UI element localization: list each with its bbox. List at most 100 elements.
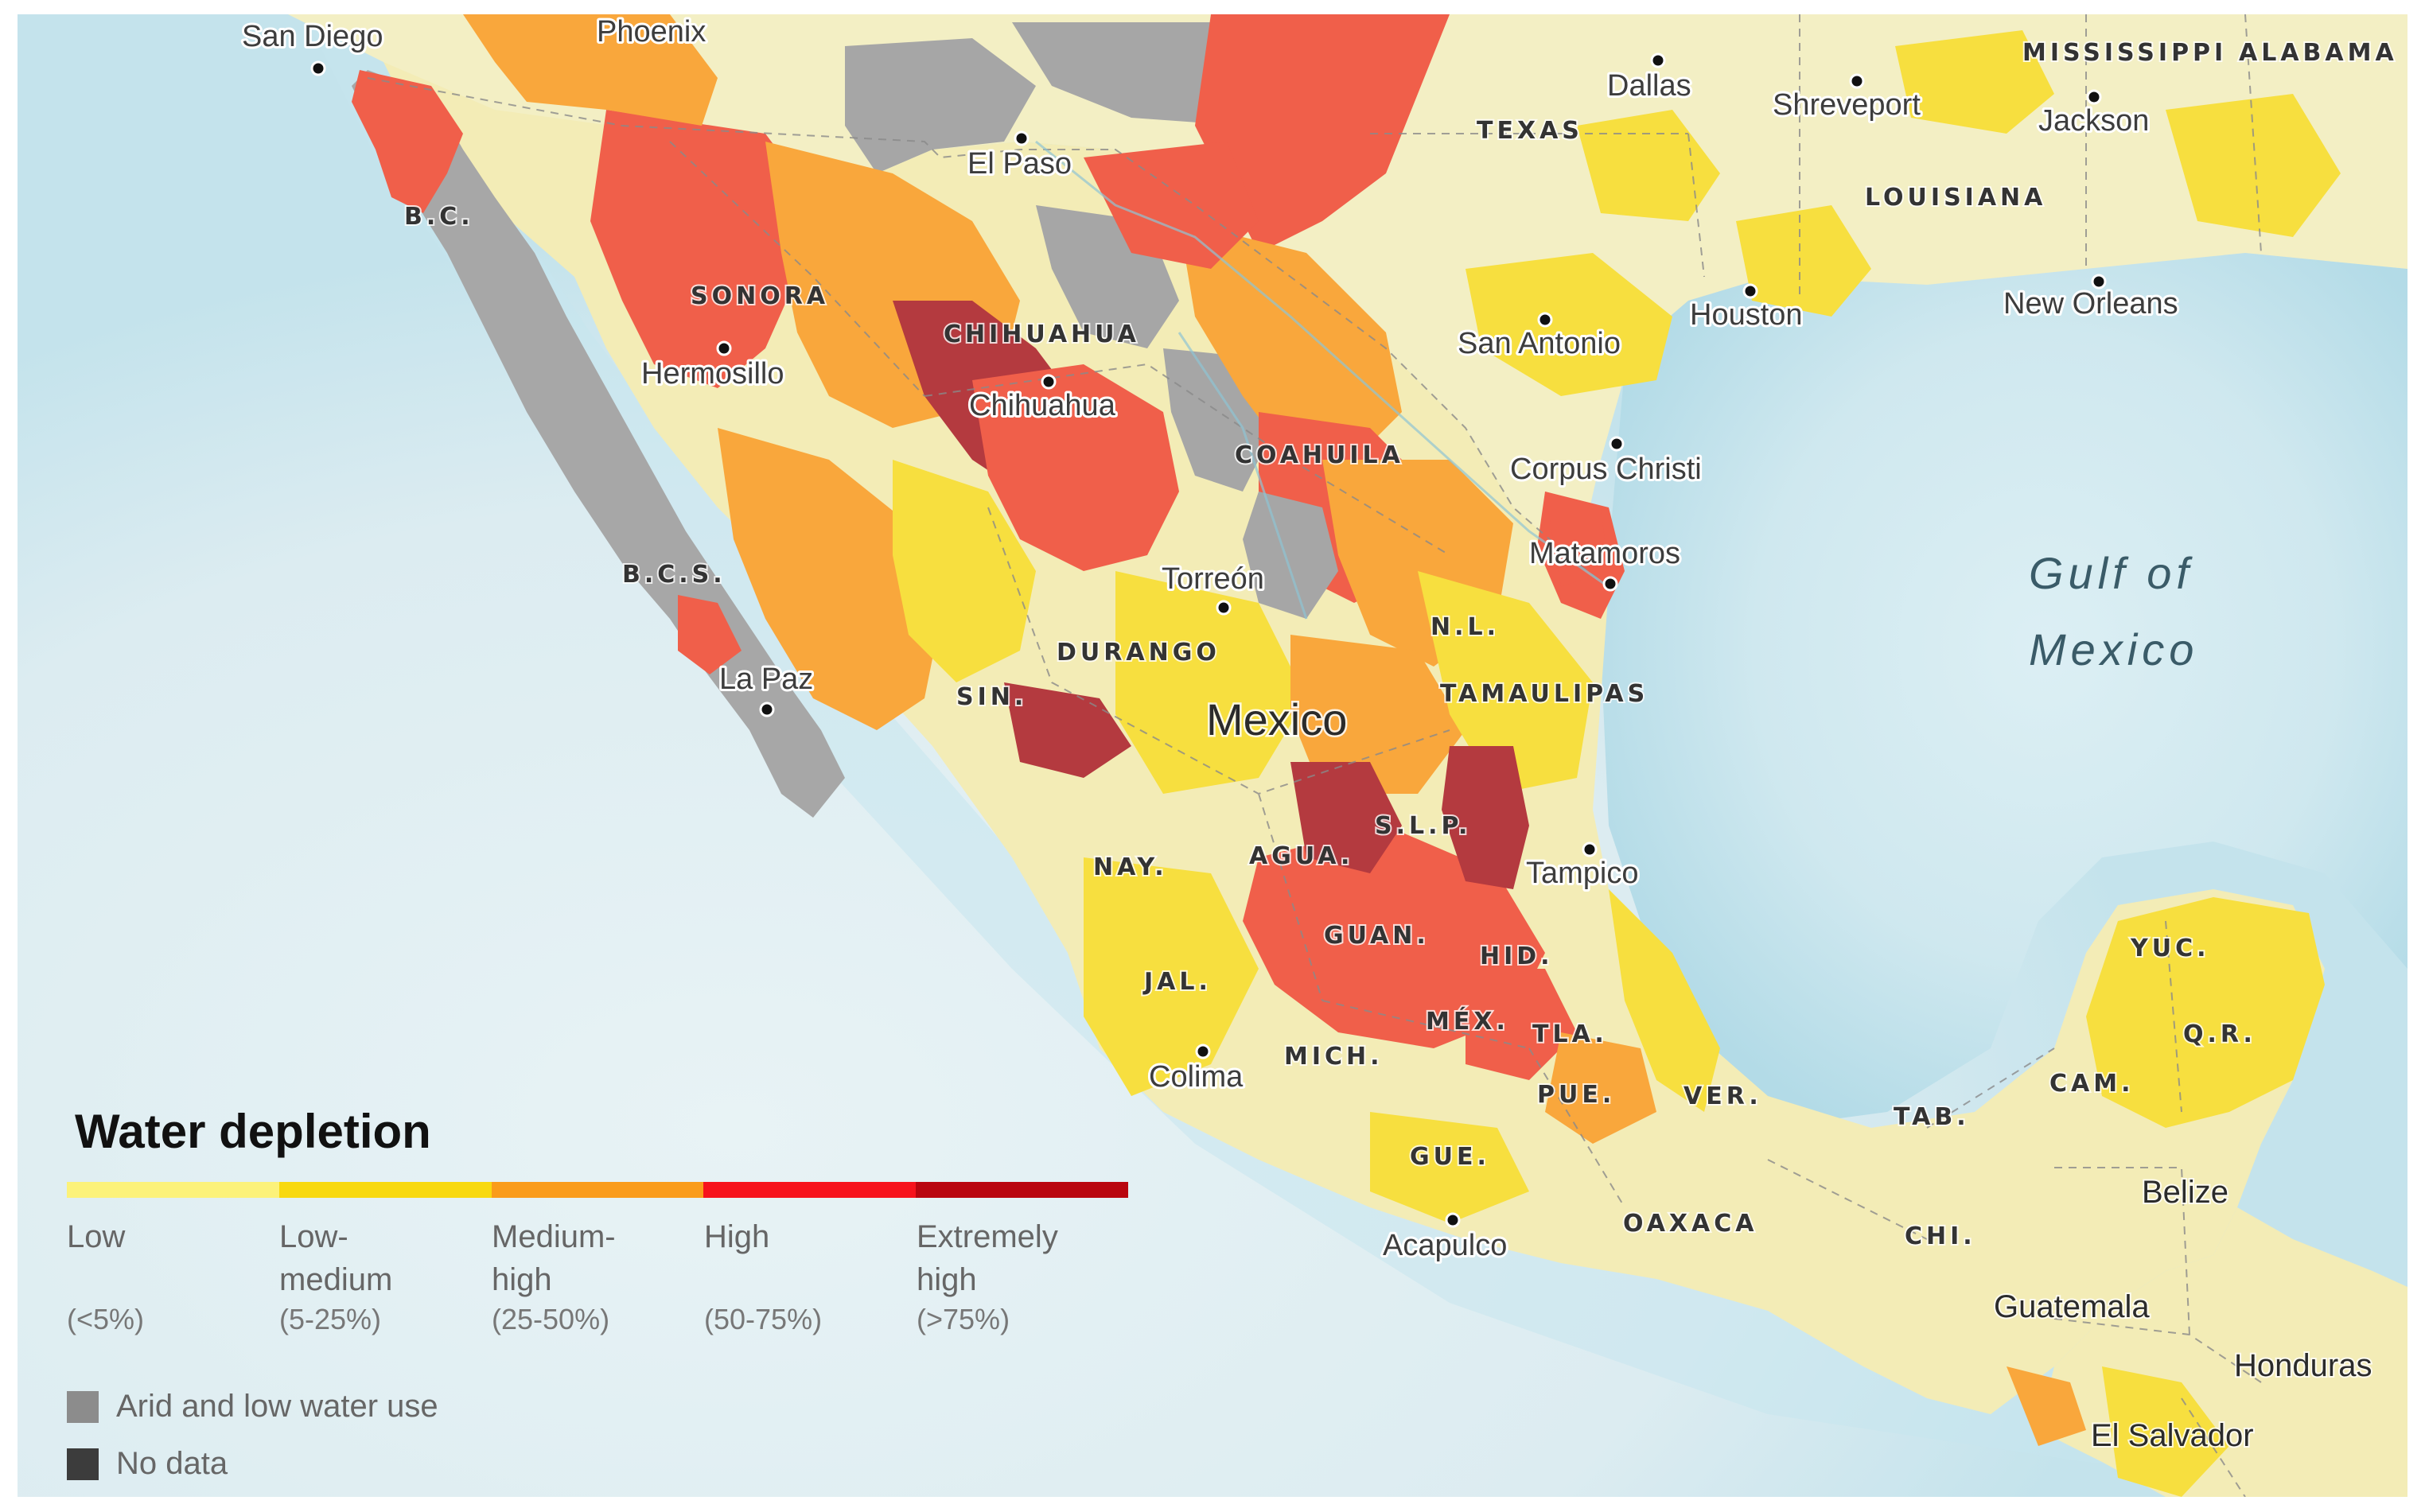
zone-medium-high-1	[463, 14, 718, 126]
zone-high-3	[972, 364, 1179, 571]
state-bc: B.C.	[404, 203, 474, 231]
legend-segment-low-medium	[278, 1182, 492, 1198]
zone-low-medium-jal	[1084, 857, 1259, 1096]
zone-medium-high-6	[1290, 635, 1466, 794]
legend-arid-entry: Arid and low water use	[67, 1389, 438, 1425]
zone-low-medium-ms-2	[1895, 30, 2054, 134]
dot-torreon	[1216, 600, 1232, 616]
city-markers	[310, 52, 2107, 1228]
water-depletion-map: San Diego Phoenix El Paso Dallas Shrevep…	[18, 14, 2407, 1497]
dot-jackson	[2086, 89, 2102, 105]
state-yuc: YUC.	[2130, 935, 2210, 962]
city-phoenix: Phoenix	[597, 15, 706, 49]
gulf-of-mexico-area	[1601, 253, 2407, 1128]
city-acapulco: Acapulco	[1383, 1229, 1507, 1262]
state-slp: S.L.P.	[1375, 812, 1471, 840]
dot-colima	[1195, 1044, 1211, 1059]
zone-low-medium-2	[1115, 571, 1306, 794]
arid-swatch	[67, 1390, 99, 1423]
zone-low-medium-texas-1	[1466, 253, 1672, 396]
rio-grande	[1035, 140, 1610, 589]
map-legend: Water depletion Low (<5%) Low- medium (5…	[49, 1096, 1163, 1497]
legend-label: Extremely high	[917, 1219, 1058, 1297]
zone-high-mex	[1466, 969, 1577, 1080]
legend-color-bar	[67, 1182, 1128, 1198]
state-agua: AGUA.	[1249, 842, 1353, 870]
zone-high-6	[1084, 142, 1259, 269]
dot-el-paso	[1014, 130, 1030, 146]
us-mexico-border	[367, 77, 1610, 588]
city-corpus-christi: Corpus Christi	[1510, 453, 1702, 486]
state-pue: PUE.	[1537, 1081, 1615, 1109]
city-new-orleans: New Orleans	[2003, 287, 2178, 321]
legend-category-extremely-high: Extremely high (>75%)	[917, 1215, 1123, 1335]
zone-medium-high-chi	[2007, 1366, 2086, 1446]
city-tampico: Tampico	[1526, 857, 1639, 890]
country-belize: Belize	[2142, 1175, 2228, 1210]
legend-segment-low	[67, 1182, 279, 1198]
zone-low-medium-gue	[1370, 1112, 1529, 1223]
zone-high-2	[1195, 14, 1450, 253]
state-bcs: B.C.S.	[622, 561, 726, 589]
state-chi: CHI.	[1905, 1222, 1976, 1250]
dot-tampico	[1582, 842, 1598, 857]
state-nay: NAY.	[1093, 853, 1168, 881]
state-cam: CAM.	[2049, 1070, 2134, 1098]
zone-low-medium-texas-2	[1577, 110, 1720, 221]
state-hid: HID.	[1480, 943, 1554, 970]
zone-high-1	[590, 110, 813, 388]
legend-label: High	[704, 1219, 770, 1254]
gulf-of-mexico-line2: Mexico	[2029, 624, 2198, 674]
river-2	[1177, 332, 1308, 620]
legend-range: (50-75%)	[704, 1303, 823, 1335]
no-data-label: No data	[116, 1446, 228, 1481]
city-san-antonio: San Antonio	[1458, 327, 1621, 360]
zone-low-medium-yucatan	[2086, 897, 2325, 1128]
water-labels: Gulf of Mexico	[2029, 548, 2198, 674]
city-matamoros: Matamoros	[1529, 537, 1680, 570]
state-coahuila: COAHUILA	[1235, 441, 1404, 469]
state-tamaulipas: TAMAULIPAS	[1440, 680, 1648, 708]
state-nl: N.L.	[1430, 613, 1500, 641]
dot-chihuahua	[1041, 374, 1057, 390]
legend-label: Low	[67, 1219, 126, 1254]
state-mich: MICH.	[1284, 1043, 1384, 1071]
zone-low-medium-3	[1418, 571, 1593, 794]
zone-low-medium-central-am	[2102, 1366, 2229, 1497]
zone-high-texas	[1545, 492, 1609, 587]
zone-low-medium-ms	[2166, 94, 2341, 237]
country-el-salvador: El Salvador	[2091, 1418, 2254, 1453]
zone-medium-high-pue	[1545, 1032, 1656, 1144]
legend-label: Low- medium	[279, 1219, 393, 1297]
state-qr: Q.R.	[2183, 1020, 2256, 1048]
map-canvas: San Diego Phoenix El Paso Dallas Shrevep…	[18, 14, 2407, 1497]
country-guatemala: Guatemala	[1994, 1289, 2150, 1324]
legend-title: Water depletion	[75, 1105, 431, 1158]
zone-extremely-high-2	[1004, 682, 1131, 778]
state-ver: VER.	[1683, 1082, 1762, 1110]
legend-range: (25-50%)	[492, 1303, 610, 1335]
city-hermosillo: Hermosillo	[641, 357, 784, 391]
legend-category-low-medium: Low- medium (5-25%)	[279, 1215, 486, 1335]
legend-category-medium-high: Medium- high (25-50%)	[492, 1215, 699, 1335]
legend-category-low: Low (<5%)	[67, 1215, 274, 1335]
country-labels: Mexico Belize Guatemala Honduras El Salv…	[1205, 693, 2374, 1456]
city-el-paso: El Paso	[967, 147, 1072, 181]
state-oaxaca: OAXACA	[1623, 1210, 1758, 1238]
legend-label: Medium- high	[492, 1219, 616, 1297]
country-mexico: Mexico	[1206, 694, 1347, 744]
state-sonora: SONORA	[691, 282, 829, 310]
baja-red-north	[352, 70, 463, 213]
state-louisiana: LOUISIANA	[1865, 184, 2046, 212]
zone-arid-5	[1243, 492, 1338, 619]
legend-range: (<5%)	[67, 1303, 145, 1335]
dot-san-diego	[310, 60, 326, 76]
state-borders-mexico	[669, 141, 2182, 1240]
no-data-swatch	[67, 1448, 99, 1480]
pacific-shelf	[18, 14, 2407, 1497]
city-torreon: Torreón	[1162, 562, 1264, 596]
state-tla: TLA.	[1532, 1020, 1608, 1048]
state-borders-usa	[1370, 14, 2262, 301]
state-mex: MÉX.	[1426, 1007, 1509, 1036]
dot-corpus-christi	[1609, 436, 1625, 452]
